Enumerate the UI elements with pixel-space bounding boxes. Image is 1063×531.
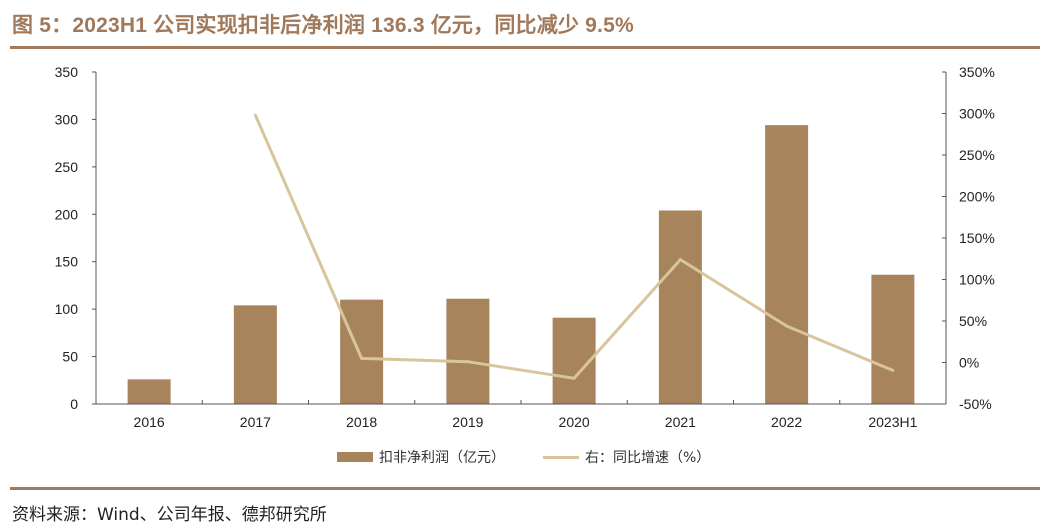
figure-title: 图 5：2023H1 公司实现扣非后净利润 136.3 亿元，同比减少 9.5% bbox=[12, 14, 634, 37]
bar-2023H1 bbox=[871, 274, 915, 404]
left-tick-label: 0 bbox=[70, 396, 78, 412]
right-tick-label: 150% bbox=[959, 230, 995, 246]
source-note: 资料来源：Wind、公司年报、德邦研究所 bbox=[12, 505, 327, 525]
right-tick-label: 350% bbox=[959, 64, 995, 80]
line-point-2021 bbox=[678, 258, 682, 262]
legend-swatch-bar bbox=[337, 452, 373, 462]
x-tick-label: 2023H1 bbox=[868, 414, 917, 430]
legend-item-bar: 扣非净利润（亿元） bbox=[337, 447, 505, 467]
left-tick-label: 300 bbox=[55, 111, 79, 127]
source-divider bbox=[10, 487, 1040, 490]
bar-2022 bbox=[765, 125, 809, 405]
x-tick-label: 2021 bbox=[665, 414, 696, 430]
left-tick-label: 200 bbox=[55, 206, 79, 222]
chart: 0 50 100 150 200 250 300 350 -50% 0% 50% 100% 150% 2… bbox=[55, 64, 995, 430]
right-tick-label: 100% bbox=[959, 272, 995, 288]
legend-label-bar: 扣非净利润（亿元） bbox=[379, 450, 505, 466]
x-axis: 2016 2017 2018 2019 2020 2021 2022 2023H1 bbox=[96, 400, 946, 430]
title-divider bbox=[10, 46, 1040, 49]
left-tick-label: 350 bbox=[55, 64, 79, 80]
bar-2021 bbox=[658, 210, 702, 404]
right-tick-label: -50% bbox=[959, 396, 992, 412]
x-tick-label: 2017 bbox=[240, 414, 271, 430]
bar-2016 bbox=[127, 379, 171, 404]
line-series bbox=[253, 113, 895, 380]
bar-2019 bbox=[446, 298, 490, 404]
right-tick-label: 250% bbox=[959, 147, 995, 163]
right-tick-label: 0% bbox=[959, 355, 979, 371]
left-tick-label: 250 bbox=[55, 159, 79, 175]
x-tick-label: 2019 bbox=[452, 414, 483, 430]
right-tick-label: 300% bbox=[959, 106, 995, 122]
line-point-2017 bbox=[253, 113, 257, 117]
left-axis: 0 50 100 150 200 250 300 350 bbox=[55, 64, 97, 412]
left-tick-label: 50 bbox=[62, 349, 78, 365]
legend: 扣非净利润（亿元） 右：同比增速（%） bbox=[337, 447, 748, 467]
x-tick-label: 2022 bbox=[771, 414, 802, 430]
legend-item-line: 右：同比增速（%） bbox=[543, 447, 710, 467]
bar-2017 bbox=[233, 305, 277, 404]
x-tick-label: 2018 bbox=[346, 414, 377, 430]
x-tick-label: 2020 bbox=[559, 414, 590, 430]
bar-2018 bbox=[340, 299, 384, 404]
right-tick-label: 50% bbox=[959, 313, 987, 329]
bar-series bbox=[127, 125, 915, 405]
right-axis: -50% 0% 50% 100% 150% 200% 250% 300% 350% bbox=[942, 64, 995, 412]
line-point-2018 bbox=[360, 356, 364, 360]
line-point-2019 bbox=[466, 360, 470, 364]
left-tick-label: 100 bbox=[55, 301, 79, 317]
x-tick-label: 2016 bbox=[134, 414, 165, 430]
line-point-2022 bbox=[785, 324, 789, 328]
legend-label-line: 右：同比增速（%） bbox=[585, 450, 711, 466]
line-point-2023H1 bbox=[891, 368, 895, 372]
line-point-2020 bbox=[572, 376, 576, 380]
left-tick-label: 150 bbox=[55, 254, 79, 270]
legend-swatch-line bbox=[543, 455, 579, 459]
right-tick-label: 200% bbox=[959, 189, 995, 205]
